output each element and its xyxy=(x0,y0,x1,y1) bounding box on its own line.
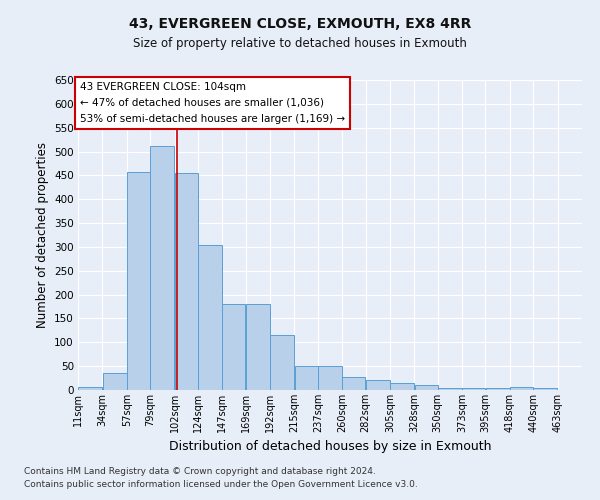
Bar xyxy=(246,304,270,390)
Bar xyxy=(103,374,127,390)
Bar xyxy=(223,304,245,390)
Text: 43, EVERGREEN CLOSE, EXMOUTH, EX8 4RR: 43, EVERGREEN CLOSE, EXMOUTH, EX8 4RR xyxy=(129,18,471,32)
Text: Size of property relative to detached houses in Exmouth: Size of property relative to detached ho… xyxy=(133,38,467,51)
Bar xyxy=(127,172,150,390)
Bar xyxy=(438,388,462,390)
Y-axis label: Number of detached properties: Number of detached properties xyxy=(35,142,49,328)
Bar xyxy=(151,146,175,390)
Bar xyxy=(485,388,509,390)
Bar xyxy=(318,366,342,390)
Bar xyxy=(366,380,390,390)
Bar xyxy=(510,386,533,390)
Bar xyxy=(295,366,317,390)
Text: 43 EVERGREEN CLOSE: 104sqm
← 47% of detached houses are smaller (1,036)
53% of s: 43 EVERGREEN CLOSE: 104sqm ← 47% of deta… xyxy=(80,82,345,124)
Bar xyxy=(415,385,437,390)
Bar xyxy=(198,244,222,390)
Bar xyxy=(175,172,198,390)
X-axis label: Distribution of detached houses by size in Exmouth: Distribution of detached houses by size … xyxy=(169,440,491,454)
Bar xyxy=(343,377,365,390)
Bar xyxy=(78,386,102,390)
Bar xyxy=(533,388,557,390)
Bar xyxy=(270,334,294,390)
Bar xyxy=(462,388,485,390)
Bar xyxy=(390,384,414,390)
Text: Contains public sector information licensed under the Open Government Licence v3: Contains public sector information licen… xyxy=(24,480,418,489)
Text: Contains HM Land Registry data © Crown copyright and database right 2024.: Contains HM Land Registry data © Crown c… xyxy=(24,467,376,476)
